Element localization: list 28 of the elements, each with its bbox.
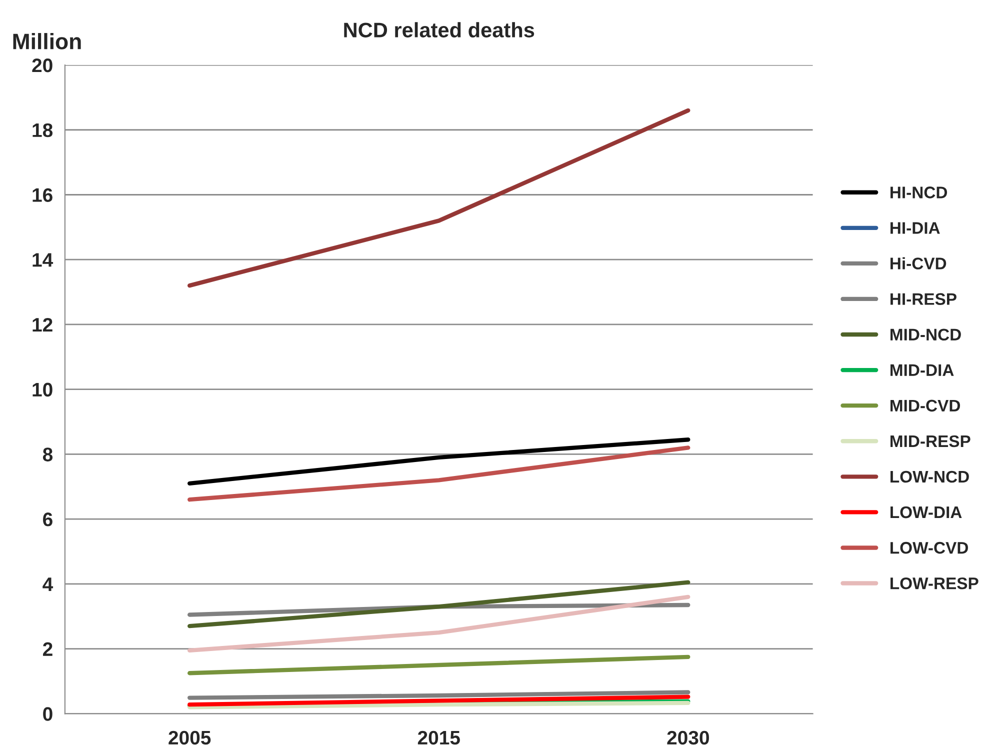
legend-label: MID-DIA [890,364,954,376]
y-tick-label: 10 [32,382,52,397]
y-tick-label: 4 [42,578,54,591]
y-tick-label: 16 [32,188,52,202]
y-tick-label: 20 [32,58,52,72]
x-tick-label: 2005 [168,730,211,745]
legend-label: LOW-DIA [890,506,962,518]
y-tick-label: 6 [43,512,52,526]
chart-title: NCD related deaths [344,22,534,38]
legend-label: LOW-NCD [890,470,969,483]
legend-label: LOW-RESP [890,577,978,590]
legend-label: LOW-CVD [890,542,968,554]
legend-label: MID-RESP [890,435,970,448]
y-axis-title: Million [13,33,81,50]
y-tick-label: 8 [42,448,53,462]
legend-label: MID-NCD [890,328,961,341]
y-tick-label: 14 [32,253,54,267]
x-tick-label: 2030 [667,730,709,745]
y-tick-label: 18 [32,123,53,138]
legend-label: Hi-CVD [890,257,946,270]
legend-label: HI-RESP [890,293,956,305]
x-tick-label: 2015 [418,730,460,745]
legend-label: HI-DIA [890,222,940,234]
y-tick-label: 0 [43,707,52,721]
y-tick-label: 12 [32,318,52,332]
legend-label: MID-CVD [890,400,960,412]
y-tick-label: 2 [43,642,52,656]
legend-label: HI-NCD [890,186,948,198]
